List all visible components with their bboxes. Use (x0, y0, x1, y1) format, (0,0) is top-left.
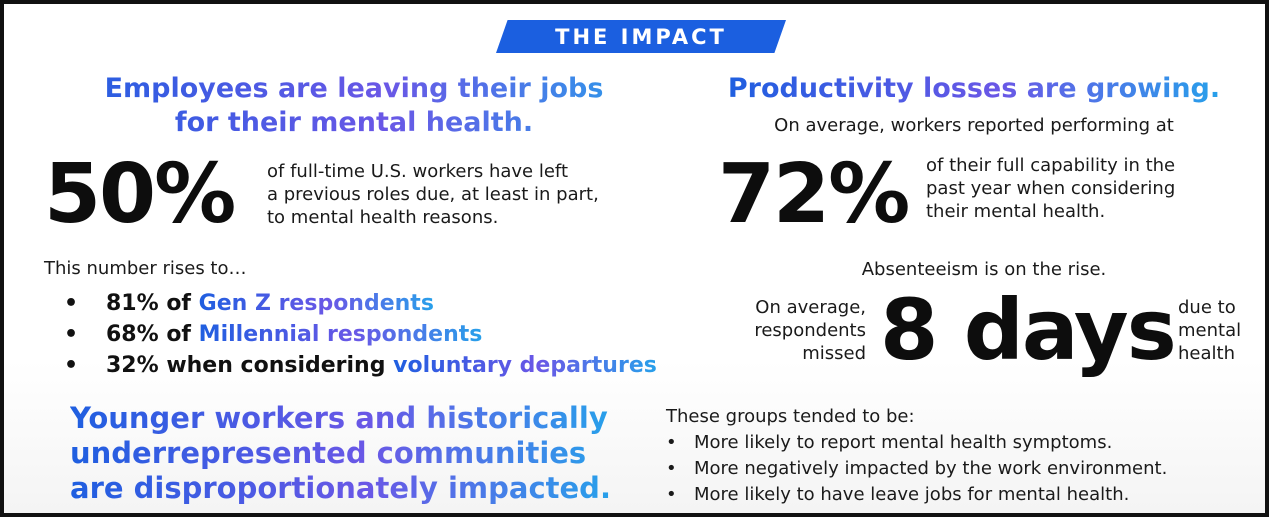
list-item: • 32% when considering voluntary departur… (64, 350, 657, 381)
bullet-icon: • (64, 322, 79, 347)
left-heading: Employees are leaving their jobs for the… (44, 72, 664, 140)
list-item: • More likely to have leave jobs for ment… (666, 482, 1167, 508)
rise-prefix: 32% when considering (106, 353, 394, 378)
bullet-icon: • (64, 353, 79, 378)
bullet-icon: • (666, 458, 677, 479)
bullet-icon: • (64, 291, 79, 316)
days-prefix-line-1: On average, (755, 297, 866, 318)
rise-highlight: voluntary departures (393, 353, 657, 378)
list-item: • More negatively impacted by the work en… (666, 456, 1167, 482)
bottom-heading-line-3: are disproportionately impacted. (70, 471, 611, 505)
stat-72-description: of their full capability in the past yea… (926, 154, 1256, 223)
days-prefix-line-3: missed (802, 343, 866, 364)
days-suffix-line-2: mental (1178, 320, 1242, 341)
days-suffix-line-3: health (1178, 343, 1235, 364)
left-heading-line-2: for their mental health. (44, 106, 664, 140)
stat-72-percent: 72% (718, 147, 910, 242)
right-heading-text: Productivity losses are growing. (727, 73, 1221, 104)
stat-72-desc-line-3: their mental health. (926, 201, 1106, 222)
stat-50-desc-line-1: of full-time U.S. workers have left (267, 161, 568, 182)
banner-title: THE IMPACT (555, 25, 727, 49)
left-heading-line-1: Employees are leaving their jobs (44, 72, 664, 106)
rise-prefix: 68% of (106, 322, 199, 347)
bullet-icon: • (666, 432, 677, 453)
bottom-heading-line-1: Younger workers and historically (70, 401, 611, 436)
group-text: More likely to have leave jobs for menta… (694, 484, 1130, 505)
stat-72-desc-line-2: past year when considering (926, 178, 1176, 199)
groups-intro: These groups tended to be: (666, 406, 915, 427)
avg-performance-intro: On average, workers reported performing … (774, 115, 1174, 136)
list-item: • 81% of Gen Z respondents (64, 288, 657, 319)
rises-intro: This number rises to… (44, 258, 247, 279)
list-item: • More likely to report mental health sym… (666, 430, 1167, 456)
absenteeism-heading: Absenteeism is on the rise. (861, 259, 1107, 280)
stat-50-desc-line-2: a previous roles due, at least in part, (267, 184, 599, 205)
rise-prefix: 81% of (106, 291, 199, 316)
list-item: • 68% of Millennial respondents (64, 319, 657, 350)
right-heading: Productivity losses are growing. (684, 72, 1264, 106)
rise-highlight: Gen Z respondents (198, 291, 434, 316)
group-text: More negatively impacted by the work env… (694, 458, 1168, 479)
days-unit: days (963, 281, 1177, 379)
days-suffix-line-1: due to (1178, 297, 1236, 318)
groups-list: • More likely to report mental health sym… (666, 430, 1167, 508)
left-bottom-heading: Younger workers and historically underre… (70, 401, 611, 506)
stat-72-desc-line-1: of their full capability in the (926, 155, 1176, 176)
title-banner: THE IMPACT (496, 20, 786, 53)
stat-days-missed: 8 days (880, 281, 1177, 379)
rise-highlight: Millennial respondents (198, 322, 483, 347)
stat-50-desc-line-3: to mental health reasons. (267, 207, 499, 228)
stat-50-percent: 50% (44, 147, 236, 242)
bottom-heading-line-2: underrepresented communities (70, 436, 611, 471)
group-text: More likely to report mental health symp… (694, 432, 1113, 453)
bullet-icon: • (666, 484, 677, 505)
stat-50-description: of full-time U.S. workers have left a pr… (267, 160, 687, 229)
days-value: 8 (880, 281, 938, 379)
days-suffix: due to mental health (1178, 296, 1263, 365)
days-prefix-line-2: respondents (754, 320, 866, 341)
rises-list: • 81% of Gen Z respondents • 68% of Millen… (64, 288, 657, 381)
days-prefix: On average, respondents missed (720, 296, 866, 365)
